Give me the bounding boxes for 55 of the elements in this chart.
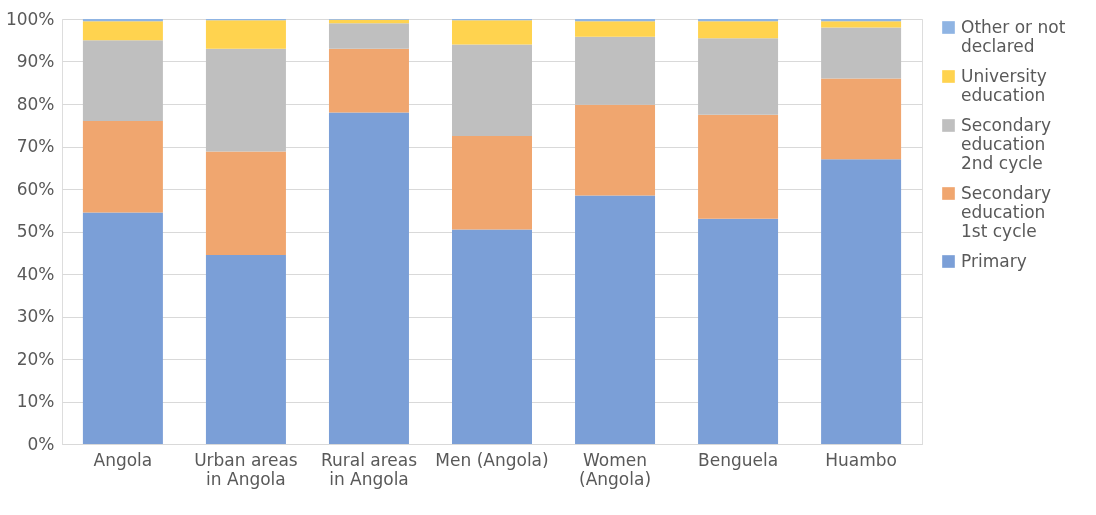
bar xyxy=(205,254,286,444)
bar xyxy=(82,212,163,444)
bar xyxy=(205,151,286,255)
x-tick-label: Rural areas in Angola xyxy=(320,449,418,489)
y-tick-label: 0% xyxy=(27,433,55,454)
bar xyxy=(821,27,902,79)
bar xyxy=(575,36,656,105)
bar xyxy=(821,159,902,444)
bar xyxy=(452,44,532,136)
bar xyxy=(452,229,532,444)
bar xyxy=(821,78,902,160)
bar xyxy=(328,112,409,444)
legend-label: Secondary education 2nd cycle xyxy=(961,114,1052,173)
x-tick-label: Women (Angola) xyxy=(579,449,652,489)
y-tick-label: 20% xyxy=(16,348,55,369)
bar xyxy=(575,195,656,444)
x-tick-label: Huambo xyxy=(825,449,897,470)
bar xyxy=(205,20,286,49)
bar xyxy=(82,19,163,22)
bar xyxy=(82,121,163,213)
bar xyxy=(205,48,286,152)
bar xyxy=(698,114,779,219)
x-tick-label: Urban areas in Angola xyxy=(194,449,298,489)
bar xyxy=(82,40,163,121)
y-tick-label: 30% xyxy=(16,306,55,326)
bar xyxy=(452,135,532,230)
bar xyxy=(821,21,902,28)
bar xyxy=(575,21,656,37)
legend-label: Primary xyxy=(961,250,1027,271)
bar xyxy=(452,20,532,45)
bar xyxy=(821,19,902,22)
bar xyxy=(698,38,779,115)
bar xyxy=(698,21,779,39)
y-tick-label: 50% xyxy=(16,221,55,241)
bar xyxy=(328,48,409,113)
legend-label: Secondary education 1st cycle xyxy=(961,182,1052,241)
bar xyxy=(698,19,779,22)
x-tick-label: Men (Angola) xyxy=(435,449,549,470)
bar xyxy=(575,19,656,22)
bar xyxy=(328,19,409,24)
legend-label: Other or not declared xyxy=(961,16,1066,56)
x-tick-label: Benguela xyxy=(698,449,779,470)
y-tick-label: 80% xyxy=(16,93,55,114)
bar xyxy=(575,104,656,196)
bar xyxy=(328,23,409,49)
y-tick-label: 60% xyxy=(16,178,55,199)
y-tick-label: 100% xyxy=(5,8,55,29)
y-tick-label: 10% xyxy=(16,391,55,411)
bar xyxy=(82,21,163,41)
legend-label: University education xyxy=(961,65,1047,105)
y-tick-label: 70% xyxy=(16,136,55,156)
x-tick-label: Angola xyxy=(93,449,153,470)
y-tick-label: 40% xyxy=(16,263,55,284)
y-tick-label: 90% xyxy=(16,51,55,71)
bar xyxy=(698,218,779,444)
